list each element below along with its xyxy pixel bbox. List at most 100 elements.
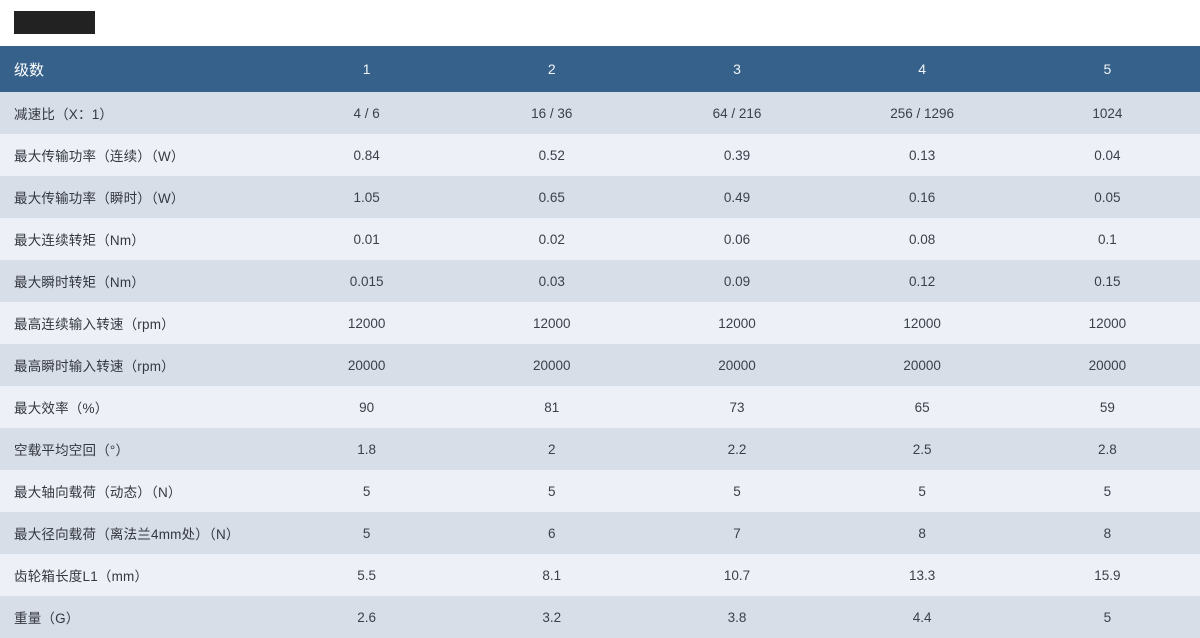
table-row: 重量（G） 2.6 3.2 3.8 4.4 5 xyxy=(0,596,1200,638)
cell-stage-4: 5 xyxy=(829,470,1015,512)
cell-stage-4: 2.5 xyxy=(829,428,1015,470)
row-label: 最高瞬时输入转速（rpm） xyxy=(0,344,274,386)
row-label: 最大传输功率（连续）（W） xyxy=(0,134,274,176)
column-header-stage-4: 4 xyxy=(829,46,1015,92)
cell-stage-3: 0.49 xyxy=(644,176,830,218)
redacted-title: ██████ xyxy=(14,11,95,34)
cell-stage-2: 5 xyxy=(459,470,645,512)
cell-stage-1: 5.5 xyxy=(274,554,460,596)
row-label: 重量（G） xyxy=(0,596,274,638)
row-label: 齿轮箱长度L1（mm） xyxy=(0,554,274,596)
cell-stage-4: 4.4 xyxy=(829,596,1015,638)
cell-stage-1: 1.05 xyxy=(274,176,460,218)
table-row: 最高瞬时输入转速（rpm） 20000 20000 20000 20000 20000 xyxy=(0,344,1200,386)
cell-stage-5: 0.05 xyxy=(1014,176,1200,218)
cell-stage-1: 5 xyxy=(274,470,460,512)
column-header-label: 级数 xyxy=(0,46,274,92)
cell-stage-1: 0.01 xyxy=(274,218,460,260)
table-body: 减速比（X：1） 4 / 6 16 / 36 64 / 216 256 / 1296 10… xyxy=(0,92,1200,638)
cell-stage-2: 0.52 xyxy=(459,134,645,176)
cell-stage-3: 2.2 xyxy=(644,428,830,470)
cell-stage-4: 13.3 xyxy=(829,554,1015,596)
cell-stage-3: 10.7 xyxy=(644,554,830,596)
cell-stage-2: 20000 xyxy=(459,344,645,386)
title-area: ██████ xyxy=(0,0,1200,46)
specification-table: 级数 1 2 3 4 5 减速比（X：1） 4 / 6 16 / 36 64 / 21… xyxy=(0,46,1200,638)
cell-stage-5: 59 xyxy=(1014,386,1200,428)
cell-stage-4: 0.08 xyxy=(829,218,1015,260)
cell-stage-5: 0.04 xyxy=(1014,134,1200,176)
cell-stage-2: 0.03 xyxy=(459,260,645,302)
table-row: 最大效率（%） 90 81 73 65 59 xyxy=(0,386,1200,428)
row-label: 最高连续输入转速（rpm） xyxy=(0,302,274,344)
table-row: 最大连续转矩（Nm） 0.01 0.02 0.06 0.08 0.1 xyxy=(0,218,1200,260)
cell-stage-3: 0.06 xyxy=(644,218,830,260)
cell-stage-2: 16 / 36 xyxy=(459,92,645,134)
cell-stage-1: 12000 xyxy=(274,302,460,344)
cell-stage-5: 2.8 xyxy=(1014,428,1200,470)
cell-stage-5: 8 xyxy=(1014,512,1200,554)
cell-stage-5: 20000 xyxy=(1014,344,1200,386)
cell-stage-3: 0.09 xyxy=(644,260,830,302)
table-row: 减速比（X：1） 4 / 6 16 / 36 64 / 216 256 / 1296 10… xyxy=(0,92,1200,134)
column-header-stage-3: 3 xyxy=(644,46,830,92)
cell-stage-2: 3.2 xyxy=(459,596,645,638)
cell-stage-2: 0.02 xyxy=(459,218,645,260)
cell-stage-5: 12000 xyxy=(1014,302,1200,344)
cell-stage-5: 0.15 xyxy=(1014,260,1200,302)
cell-stage-2: 81 xyxy=(459,386,645,428)
cell-stage-4: 20000 xyxy=(829,344,1015,386)
cell-stage-1: 1.8 xyxy=(274,428,460,470)
column-header-stage-5: 5 xyxy=(1014,46,1200,92)
row-label: 最大瞬时转矩（Nm） xyxy=(0,260,274,302)
table-header: 级数 1 2 3 4 5 xyxy=(0,46,1200,92)
cell-stage-4: 8 xyxy=(829,512,1015,554)
header-row: 级数 1 2 3 4 5 xyxy=(0,46,1200,92)
cell-stage-1: 5 xyxy=(274,512,460,554)
cell-stage-4: 0.16 xyxy=(829,176,1015,218)
cell-stage-3: 0.39 xyxy=(644,134,830,176)
cell-stage-4: 65 xyxy=(829,386,1015,428)
row-label: 最大传输功率（瞬时）（W） xyxy=(0,176,274,218)
column-header-stage-1: 1 xyxy=(274,46,460,92)
cell-stage-3: 12000 xyxy=(644,302,830,344)
cell-stage-2: 6 xyxy=(459,512,645,554)
table-row: 最大轴向载荷（动态）（N） 5 5 5 5 5 xyxy=(0,470,1200,512)
table-row: 最大传输功率（连续）（W） 0.84 0.52 0.39 0.13 0.04 xyxy=(0,134,1200,176)
row-label: 最大轴向载荷（动态）（N） xyxy=(0,470,274,512)
cell-stage-5: 5 xyxy=(1014,470,1200,512)
table-row: 空载平均空回（°） 1.8 2 2.2 2.5 2.8 xyxy=(0,428,1200,470)
table-row: 最高连续输入转速（rpm） 12000 12000 12000 12000 12000 xyxy=(0,302,1200,344)
row-label: 最大连续转矩（Nm） xyxy=(0,218,274,260)
cell-stage-3: 64 / 216 xyxy=(644,92,830,134)
row-label: 最大效率（%） xyxy=(0,386,274,428)
cell-stage-4: 256 / 1296 xyxy=(829,92,1015,134)
table-row: 最大瞬时转矩（Nm） 0.015 0.03 0.09 0.12 0.15 xyxy=(0,260,1200,302)
cell-stage-4: 12000 xyxy=(829,302,1015,344)
cell-stage-1: 0.84 xyxy=(274,134,460,176)
cell-stage-4: 0.13 xyxy=(829,134,1015,176)
cell-stage-5: 0.1 xyxy=(1014,218,1200,260)
cell-stage-1: 90 xyxy=(274,386,460,428)
table-row: 齿轮箱长度L1（mm） 5.5 8.1 10.7 13.3 15.9 xyxy=(0,554,1200,596)
cell-stage-1: 0.015 xyxy=(274,260,460,302)
cell-stage-3: 20000 xyxy=(644,344,830,386)
cell-stage-3: 3.8 xyxy=(644,596,830,638)
cell-stage-2: 12000 xyxy=(459,302,645,344)
cell-stage-5: 5 xyxy=(1014,596,1200,638)
row-label: 减速比（X：1） xyxy=(0,92,274,134)
table-row: 最大传输功率（瞬时）（W） 1.05 0.65 0.49 0.16 0.05 xyxy=(0,176,1200,218)
cell-stage-3: 73 xyxy=(644,386,830,428)
table-row: 最大径向载荷（离法兰4mm处）（N） 5 6 7 8 8 xyxy=(0,512,1200,554)
cell-stage-5: 15.9 xyxy=(1014,554,1200,596)
cell-stage-3: 5 xyxy=(644,470,830,512)
cell-stage-4: 0.12 xyxy=(829,260,1015,302)
cell-stage-3: 7 xyxy=(644,512,830,554)
cell-stage-1: 4 / 6 xyxy=(274,92,460,134)
cell-stage-5: 1024 xyxy=(1014,92,1200,134)
cell-stage-1: 2.6 xyxy=(274,596,460,638)
cell-stage-2: 0.65 xyxy=(459,176,645,218)
cell-stage-2: 8.1 xyxy=(459,554,645,596)
cell-stage-1: 20000 xyxy=(274,344,460,386)
